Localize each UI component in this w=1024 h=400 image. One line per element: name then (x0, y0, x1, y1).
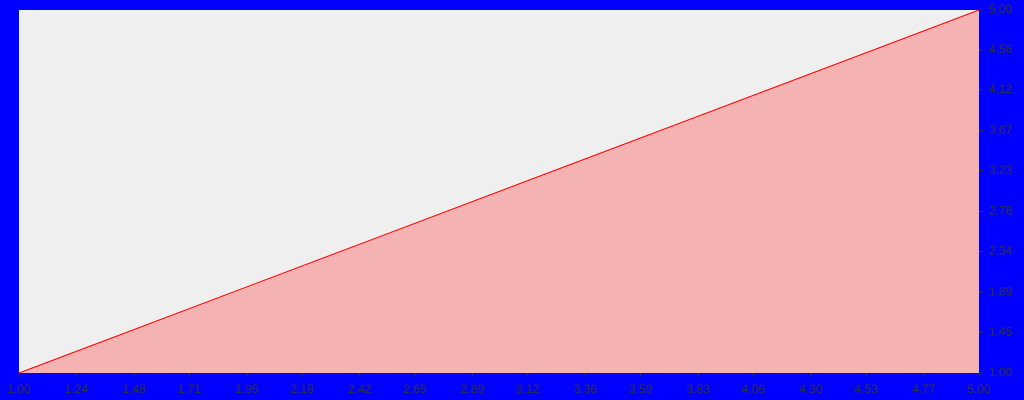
x-tick-label: 1.95 (235, 382, 259, 396)
y-tick-label: 2.34 (989, 244, 1013, 258)
y-tick-label: 1.89 (989, 284, 1013, 298)
x-tick-label: 1.48 (123, 382, 147, 396)
x-tick-label: 5.00 (967, 382, 991, 396)
x-tick-label: 1.24 (65, 382, 89, 396)
y-tick-label: 1.45 (989, 324, 1013, 338)
y-tick-label: 2.78 (989, 204, 1013, 218)
x-tick-label: 3.36 (574, 382, 598, 396)
x-tick-label: 2.89 (461, 382, 485, 396)
y-tick-label: 3.23 (989, 163, 1013, 177)
y-tick-label: 1.00 (989, 365, 1013, 379)
x-tick-label: 4.77 (912, 382, 936, 396)
x-tick-label: 3.12 (516, 382, 540, 396)
area-line (18, 9, 980, 374)
x-tick-label: 4.30 (799, 382, 823, 396)
x-tick-label: 2.65 (403, 382, 427, 396)
x-tick-label: 4.53 (855, 382, 879, 396)
x-tick-label: 1.00 (7, 382, 31, 396)
x-tick-label: 4.06 (742, 382, 766, 396)
x-tick-label: 1.71 (178, 382, 202, 396)
x-tick-label: 3.83 (687, 382, 711, 396)
x-tick-label: 3.59 (629, 382, 653, 396)
x-tick-label: 2.18 (291, 382, 315, 396)
y-tick-label: 5.00 (989, 2, 1013, 16)
y-tick-label: 3.67 (989, 123, 1013, 137)
y-tick-label: 4.12 (989, 82, 1013, 96)
y-tick-label: 4.56 (989, 42, 1013, 56)
x-tick-label: 2.42 (348, 382, 372, 396)
